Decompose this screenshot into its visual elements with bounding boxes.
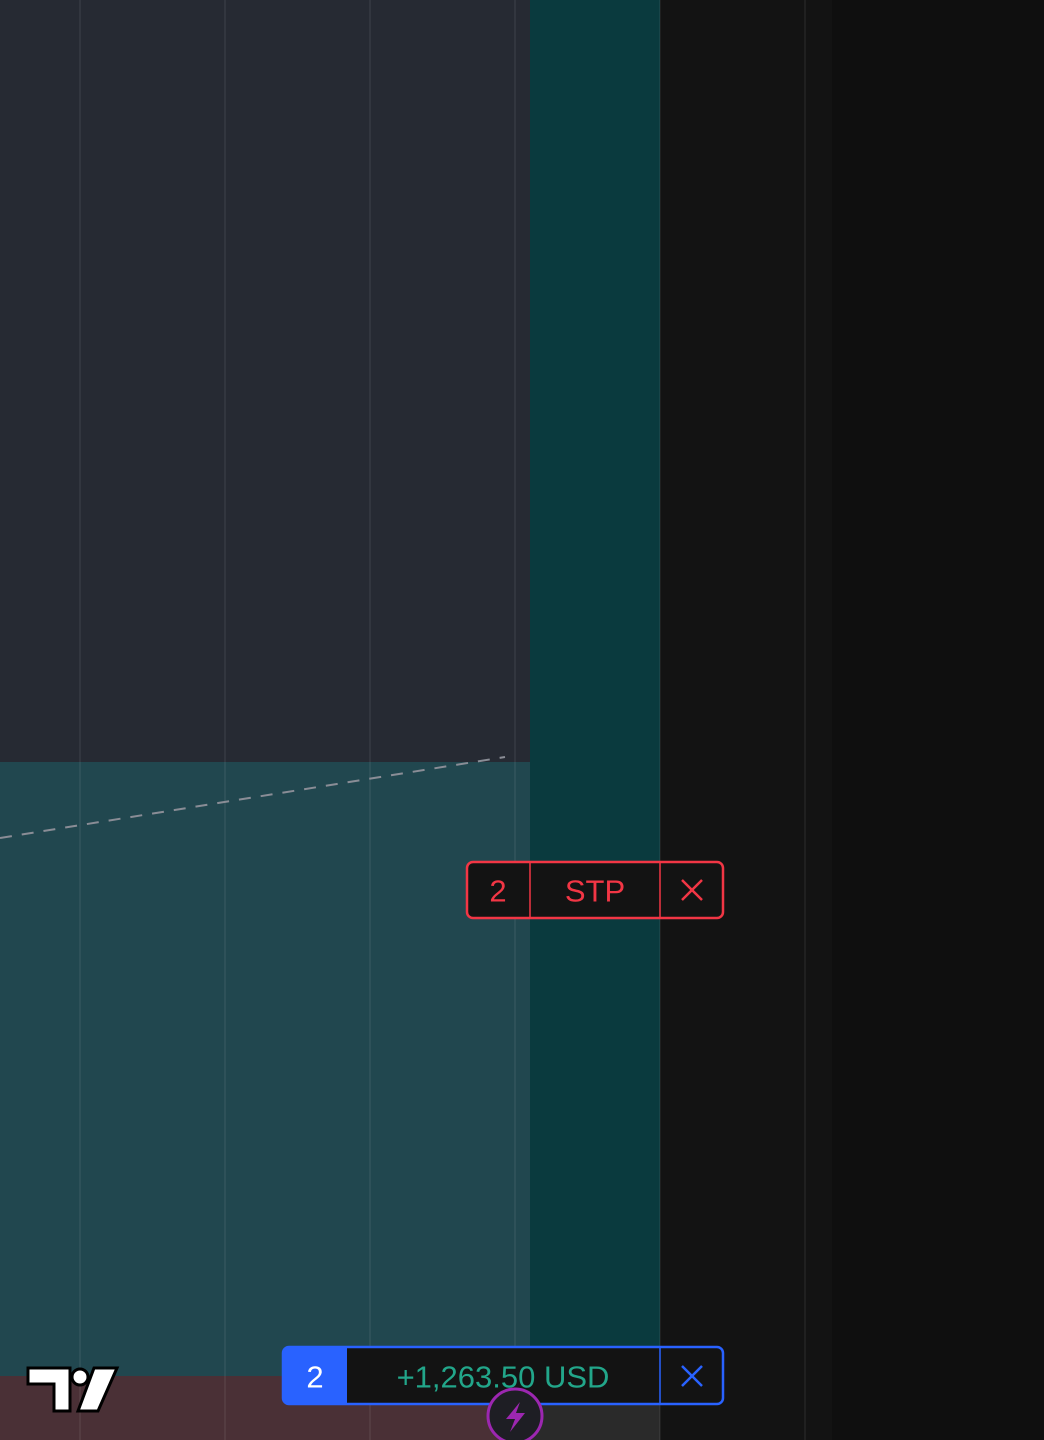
price-axis — [832, 0, 1044, 1440]
cancel-order[interactable] — [681, 879, 703, 901]
order-type: STP — [565, 874, 625, 909]
position-qty: 2 — [306, 1360, 323, 1395]
order-box[interactable] — [465, 860, 725, 920]
stop-order[interactable]: 2 STP — [465, 860, 725, 920]
future-zone — [530, 0, 660, 1380]
logo — [26, 1366, 120, 1413]
right-margin — [660, 0, 832, 1440]
close-position[interactable] — [681, 1365, 703, 1387]
position-pnl: +1,263.50 USD — [397, 1360, 610, 1395]
trend-line — [0, 756, 506, 839]
order-qty: 2 — [489, 874, 506, 909]
qty-cell — [283, 1347, 347, 1404]
lightning-button[interactable] — [486, 1387, 544, 1440]
profit-zone — [0, 762, 530, 1376]
vertical-grid — [79, 0, 806, 1440]
position[interactable]: 2 +1,263.50 USD — [281, 1345, 725, 1406]
